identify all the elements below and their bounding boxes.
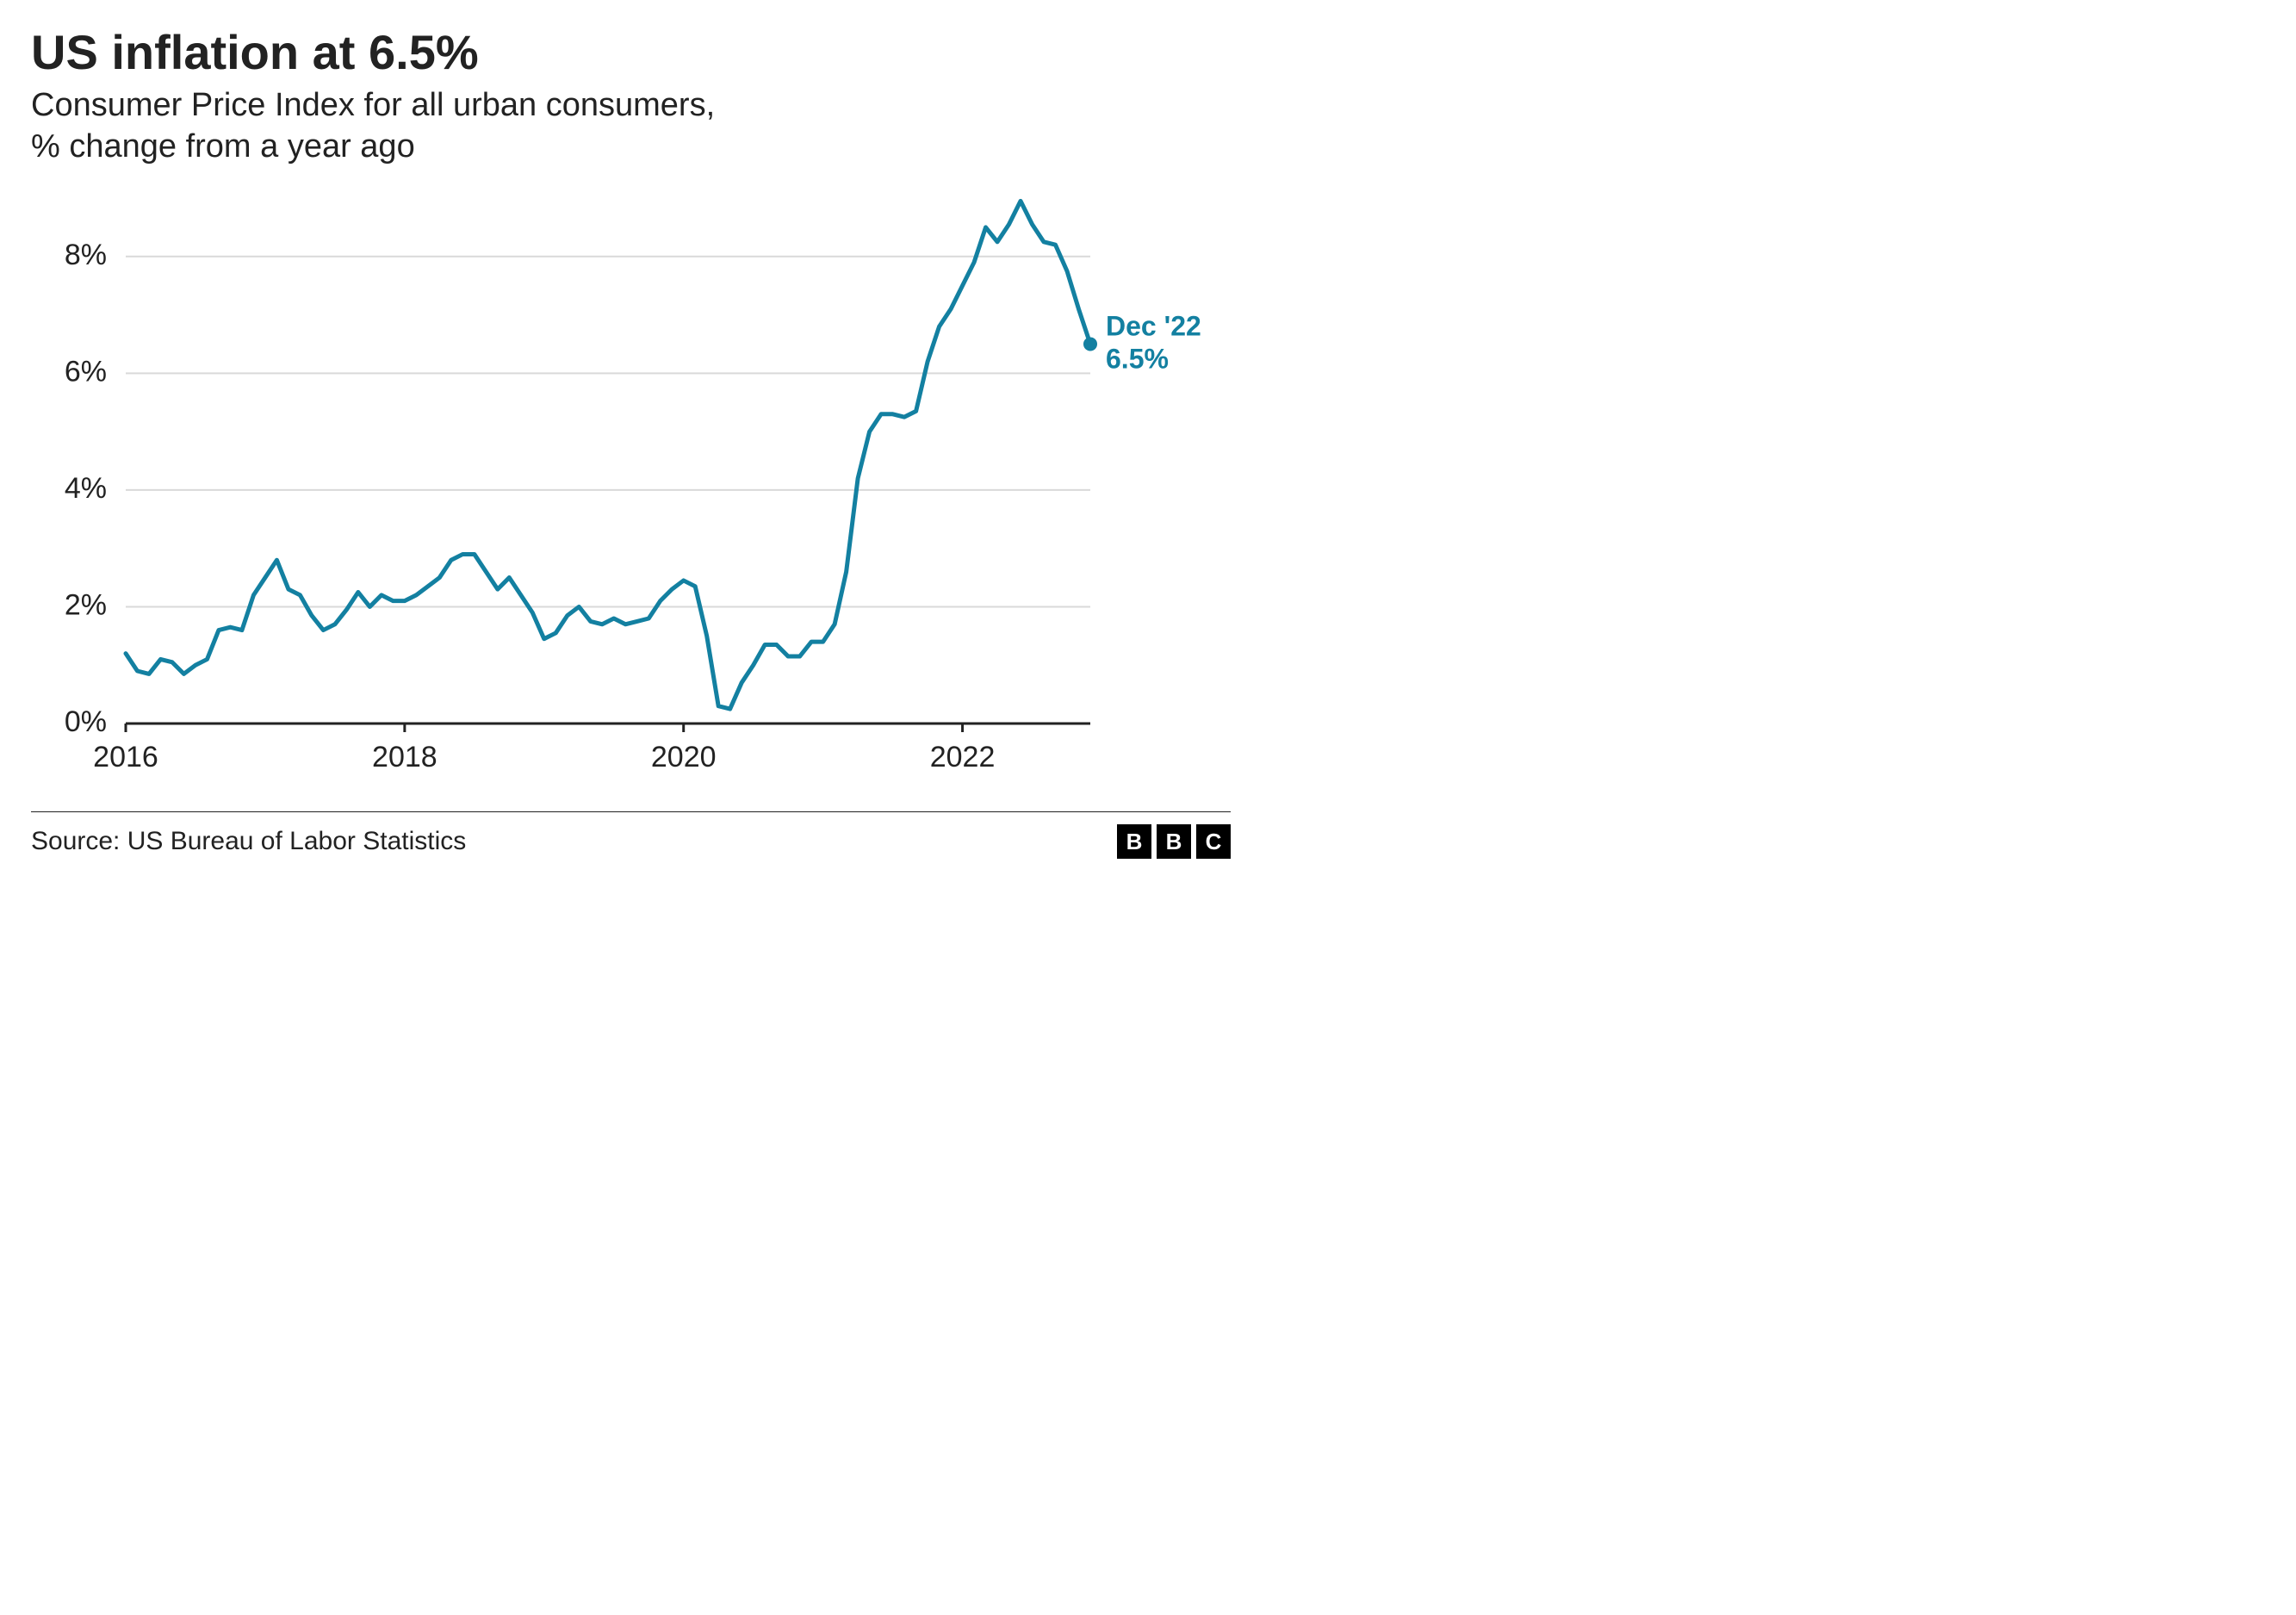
line-chart-svg: 0% 2% 4% 6% 8% 2016 2018 2020 2022 Dec '226.5% (31, 189, 1231, 792)
y-axis-label: 4% (65, 472, 107, 505)
y-axis-label: 6% (65, 355, 107, 388)
source-text: Source: US Bureau of Labor Statistics (31, 827, 466, 856)
inflation-line-series (126, 201, 1090, 709)
x-axis-label: 2018 (372, 741, 437, 773)
bbc-logo-box: C (1196, 824, 1231, 859)
end-point-label-value: 6.5% (1106, 343, 1169, 374)
bbc-logo-box: B (1157, 824, 1191, 859)
chart-subtitle-line1: Consumer Price Index for all urban consu… (31, 87, 715, 123)
x-axis-label: 2022 (930, 741, 996, 773)
y-axis-label: 8% (65, 239, 107, 271)
y-axis-label: 0% (65, 705, 107, 738)
y-axis-label: 2% (65, 588, 107, 621)
chart-subtitle: Consumer Price Index for all urban consu… (31, 85, 1231, 167)
bbc-logo-box: B (1117, 824, 1151, 859)
chart-footer: Source: US Bureau of Labor Statistics BB… (31, 811, 1231, 859)
x-axis-label: 2016 (93, 741, 158, 773)
chart-title: US inflation at 6.5% (31, 24, 1231, 80)
end-point-marker (1083, 337, 1097, 351)
chart-card: US inflation at 6.5% Consumer Price Inde… (0, 0, 1262, 873)
end-point-label-date: Dec '22 (1106, 310, 1201, 341)
chart-subtitle-line2: % change from a year ago (31, 128, 415, 165)
bbc-logo: BBC (1117, 824, 1231, 859)
x-axis-label: 2020 (651, 741, 717, 773)
chart-plot-area: 0% 2% 4% 6% 8% 2016 2018 2020 2022 Dec '226.5% (31, 189, 1231, 792)
